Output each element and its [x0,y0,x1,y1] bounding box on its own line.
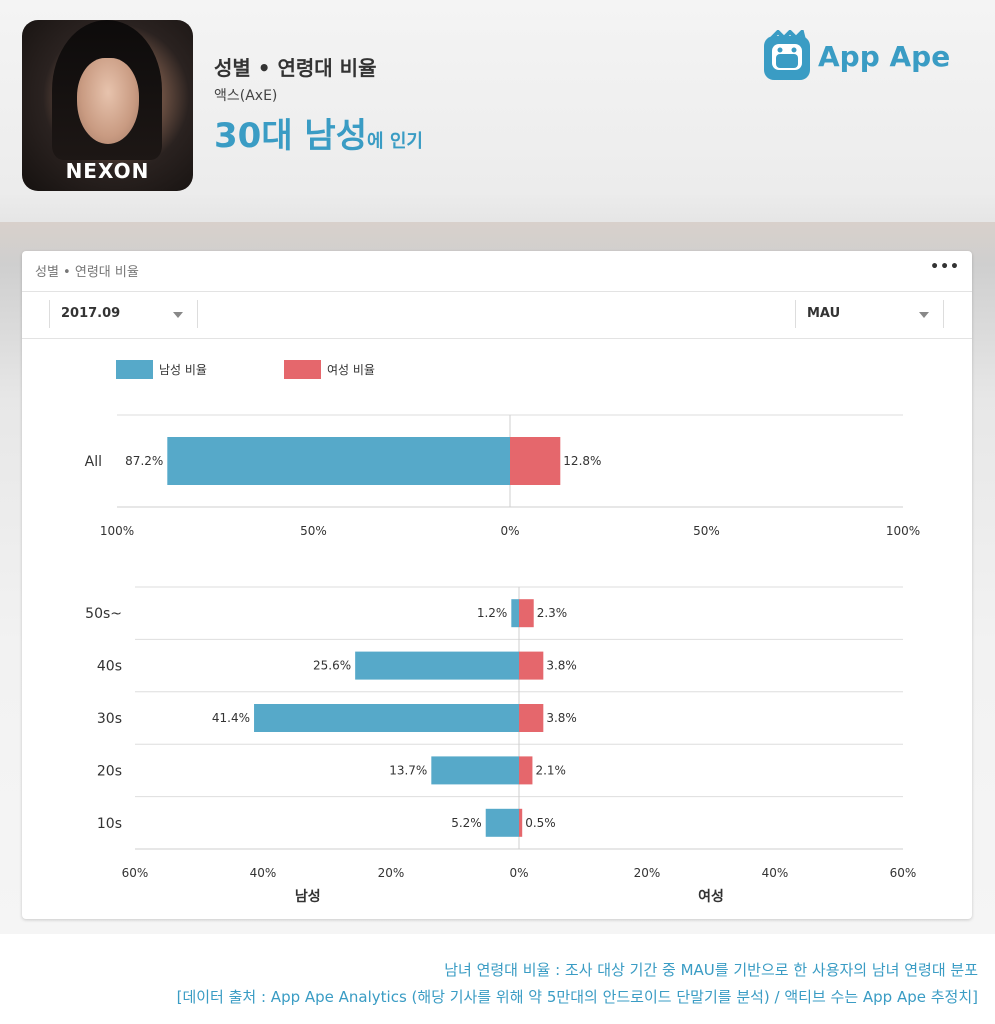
axis-label-male: 남성 [295,888,321,905]
bar-male [431,756,519,785]
chart-card: 성별 • 연령대 비율 ••• 2017.09 MAU 남성 비율 여성 비율 10… [22,251,972,919]
data-label-female: 12.8% [563,454,601,468]
bar-female [519,599,534,628]
data-label-male: 87.2% [125,454,163,468]
data-label-female: 2.1% [535,763,566,777]
metric-select-value: MAU [807,306,841,321]
bar-female [519,756,533,785]
x-tick-label: 60% [122,866,149,880]
data-label-male: 25.6% [313,659,351,673]
headline-bold: 30대 남성 [214,116,367,156]
legend-label-male: 남성 비율 [159,363,207,377]
period-select-value: 2017.09 [61,306,121,321]
x-tick-label: 60% [890,866,917,880]
footer-note-definition: 남녀 연령대 비율 : 조사 대상 기간 중 MAU를 기반으로 한 사용자의 … [444,961,978,979]
category-label: 20s [97,763,122,779]
category-label: 10s [97,816,122,832]
bar-male [167,437,510,485]
chevron-down-icon [173,312,183,318]
header-title: 성별 • 연령대 비율 [214,56,377,80]
x-tick-label: 100% [886,524,920,538]
headline: 30대 남성에 인기 [214,108,423,157]
x-tick-label: 0% [500,524,519,538]
app-ape-logo: App Ape [762,28,950,84]
x-tick-label: 20% [634,866,661,880]
card-toolbar: 2017.09 MAU [22,291,972,339]
x-tick-label: 50% [300,524,327,538]
data-label-male: 5.2% [451,816,482,830]
app-icon-face [77,58,139,144]
app-icon: NEXON [22,20,193,191]
app-name: 액스(AxE) [214,88,278,104]
legend-swatch-male [116,360,153,379]
headline-suffix: 에 인기 [367,131,423,152]
data-label-male: 13.7% [389,763,427,777]
axis-label-female: 여성 [698,888,724,905]
metric-select[interactable]: MAU [795,300,944,328]
data-label-male: 1.2% [477,606,508,620]
x-tick-label: 40% [250,866,277,880]
category-label: 40s [97,659,122,675]
x-tick-label: 50% [693,524,720,538]
period-select[interactable]: 2017.09 [49,300,198,328]
bar-female [519,704,544,732]
category-label: 30s [97,711,122,727]
data-label-female: 3.8% [546,659,577,673]
category-label: 50s~ [85,606,122,622]
x-tick-label: 20% [378,866,405,880]
category-label: All [85,454,102,470]
bar-male [511,599,519,628]
app-icon-publisher-label: NEXON [65,159,150,183]
x-tick-label: 40% [762,866,789,880]
x-tick-label: 100% [100,524,134,538]
bar-male [254,704,520,732]
data-label-male: 41.4% [212,711,250,725]
data-label-female: 3.8% [546,711,577,725]
chevron-down-icon [919,312,929,318]
app-ape-monkey-icon [764,30,810,80]
bar-female [510,437,561,485]
age-gender-chart: 남성 비율 여성 비율 100% 50% 0% 50% 100% All 87.2% 12.8% 6… [85,360,920,905]
bar-male [485,808,519,837]
data-label-female: 2.3% [537,606,568,620]
card-title: 성별 • 연령대 비율 [35,265,139,280]
x-tick-label: 0% [509,866,528,880]
bar-male [355,651,519,680]
bar-female [519,808,523,837]
footer-note-source: [데이터 출처 : App Ape Analytics (해당 기사를 위해 약… [176,988,978,1006]
data-label-female: 0.5% [525,816,556,830]
logo-text: App Ape [818,39,951,73]
bar-female [519,651,544,680]
legend-swatch-female [284,360,321,379]
more-options-icon[interactable]: ••• [930,259,960,275]
legend-label-female: 여성 비율 [327,363,375,377]
